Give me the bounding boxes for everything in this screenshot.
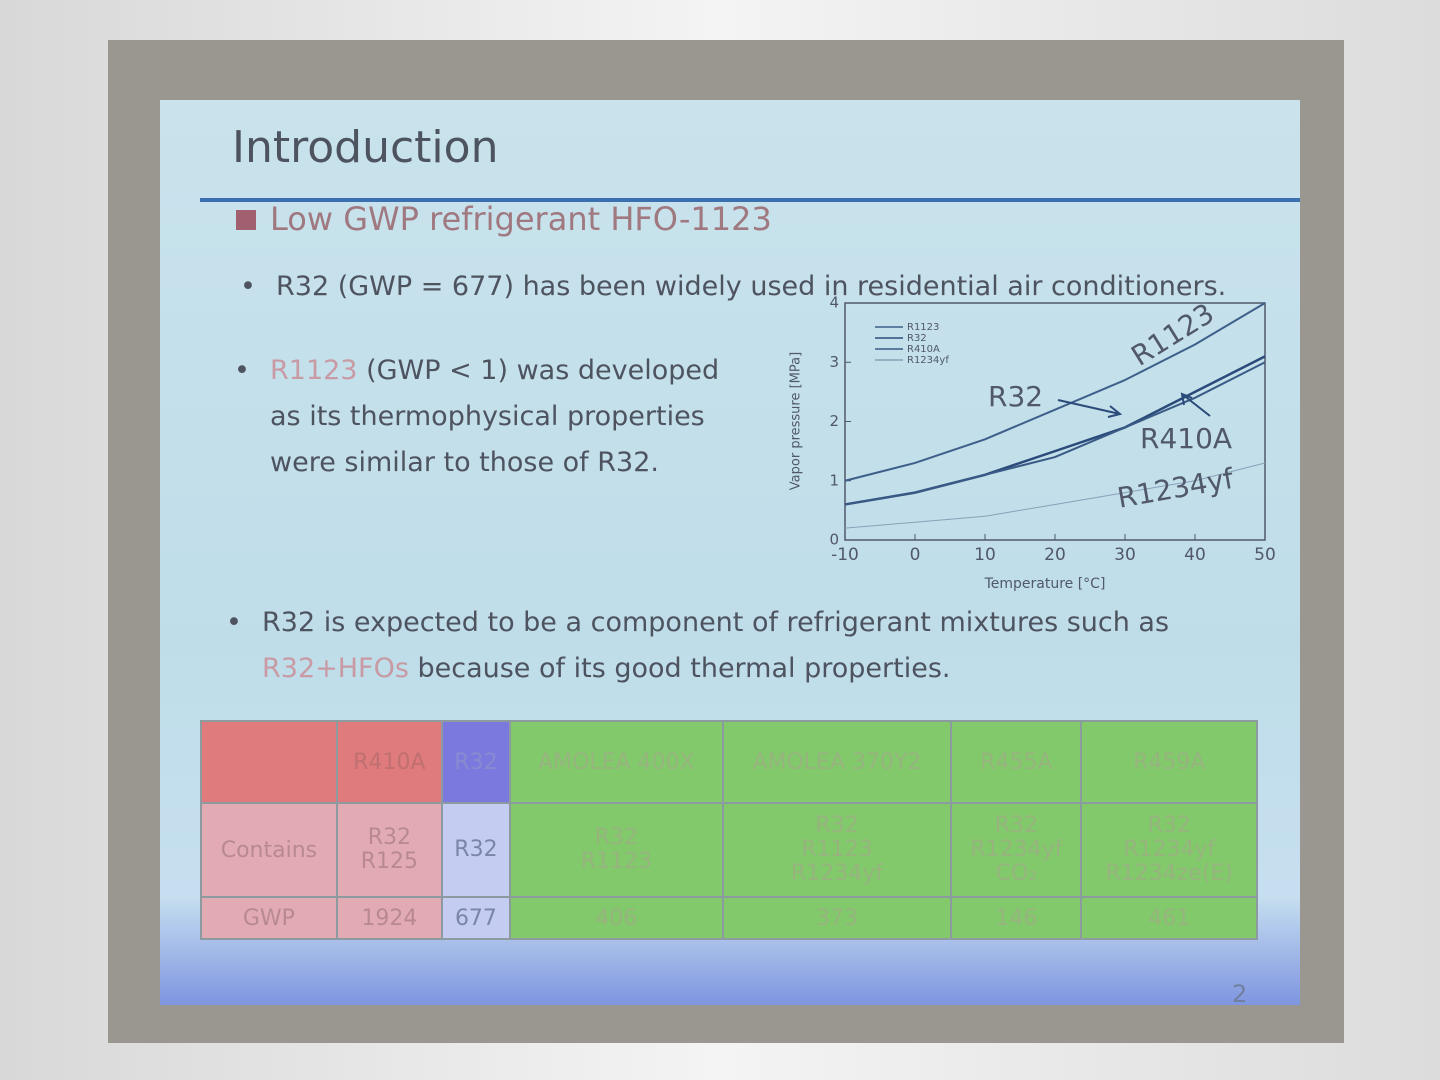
header-row: R410A R32 AMOLEA 400X AMOLEA 370Y2 R455A R459… <box>200 720 1258 804</box>
component: R1234yf <box>970 837 1063 862</box>
y-tick-label: 4 <box>829 294 839 312</box>
y-axis-label: Vapor pressure [MPa] <box>789 352 804 490</box>
column-header: R459A <box>1080 720 1258 804</box>
legend-label: R1234yf <box>907 355 949 366</box>
component: R32 <box>815 813 859 838</box>
component: R32 <box>594 825 638 850</box>
contains-cell: R32 R1234yf CO₂ <box>950 802 1083 898</box>
gwp-row: GWP 1924 677 406 373 146 461 <box>200 896 1258 940</box>
contains-cell: R32 R1234yf R1234ze(E) <box>1080 802 1258 898</box>
bullet-text: because of its good thermal properties. <box>408 653 951 684</box>
contains-cell: R32 <box>440 802 511 898</box>
contains-row: Contains R32 R125 R32 R32 R1123 R32 R1123 R1234y… <box>200 802 1258 898</box>
bullet-highlight: R1123 <box>270 355 358 386</box>
row-label: Contains <box>200 802 338 898</box>
component: R1123 <box>580 849 652 874</box>
row-label: GWP <box>200 896 338 940</box>
column-header: R455A <box>950 720 1083 804</box>
x-tick-label: 40 <box>1184 545 1206 565</box>
component: R1234yf <box>1123 837 1216 862</box>
gwp-cell: 461 <box>1080 896 1258 940</box>
legend-label: R410A <box>907 344 940 355</box>
gwp-cell: 146 <box>950 896 1083 940</box>
contains-cell: R32 R1123 <box>508 802 724 898</box>
heading-text: Low GWP refrigerant HFO-1123 <box>270 200 772 238</box>
curve-label: R1234yf <box>1115 462 1237 515</box>
y-tick-label: 0 <box>829 531 839 549</box>
column-header: R32 <box>440 720 511 804</box>
contains-cell: R32 R1123 R1234yf <box>721 802 953 898</box>
x-tick-label: 20 <box>1044 545 1066 565</box>
column-header: AMOLEA 400X <box>508 720 724 804</box>
series-line <box>844 361 1266 506</box>
x-tick-label: 0 <box>910 545 921 565</box>
column-header: AMOLEA 370Y2 <box>721 720 953 804</box>
x-tick-label: 30 <box>1114 545 1136 565</box>
x-tick-label: 50 <box>1254 545 1276 565</box>
component: CO₂ <box>995 861 1038 886</box>
corner-cell <box>200 720 338 804</box>
bullet-text: (GWP < 1) was developed as its thermophy… <box>270 355 720 478</box>
component: R1123 <box>801 837 873 862</box>
bullet: R1123 (GWP < 1) was developed as its the… <box>234 348 750 486</box>
annotation-arrow <box>1057 399 1123 418</box>
chart: Vapor pressure [MPa] Temperature [°C] 0 1… <box>789 294 1276 593</box>
component: R32 <box>454 837 498 862</box>
bullet-text: R32 is expected to be a component of ref… <box>262 607 1170 638</box>
x-tick-label: -10 <box>831 545 859 565</box>
slide-title: Introduction <box>232 122 499 173</box>
contains-cell: R32 R125 <box>335 802 443 898</box>
page-number: 2 <box>1232 980 1248 1008</box>
component: R32 <box>367 825 412 850</box>
bullet-text: R32 (GWP = 677) has been widely used in … <box>276 271 1227 302</box>
component: R32 <box>1147 813 1191 838</box>
bullet-highlight: R32+HFOs <box>262 653 409 684</box>
gwp-cell: 373 <box>721 896 953 940</box>
bullet: R32 is expected to be a component of ref… <box>226 600 1202 692</box>
legend-label: R32 <box>907 333 927 344</box>
legend-label: R1123 <box>907 322 939 333</box>
curve-label: R32 <box>988 380 1043 413</box>
curve-label: R410A <box>1140 422 1232 455</box>
component: R1234yf <box>790 861 883 886</box>
section-heading: Low GWP refrigerant HFO-1123 <box>236 200 772 238</box>
annotation-arrow <box>1180 392 1211 417</box>
bullet: R32 (GWP = 677) has been widely used in … <box>240 264 1256 310</box>
x-axis-label: Temperature [°C] <box>984 576 1106 592</box>
y-tick-label: 1 <box>829 471 839 489</box>
gwp-cell: 677 <box>440 896 511 940</box>
curve-label: R1123 <box>1125 297 1219 373</box>
gwp-cell: 406 <box>508 896 724 940</box>
x-tick-label: 10 <box>974 545 996 565</box>
gwp-cell: 1924 <box>335 896 443 940</box>
series-line <box>844 302 1266 482</box>
y-tick-label: 3 <box>829 353 839 371</box>
series-line <box>844 462 1266 529</box>
y-tick-label: 2 <box>829 412 839 430</box>
component: R32 <box>994 813 1038 838</box>
component: R125 <box>360 849 419 874</box>
refrigerant-table: R410A R32 AMOLEA 400X AMOLEA 370Y2 R455A R459… <box>200 720 1258 940</box>
component: R1234ze(E) <box>1105 861 1233 886</box>
column-header: R410A <box>335 720 443 804</box>
